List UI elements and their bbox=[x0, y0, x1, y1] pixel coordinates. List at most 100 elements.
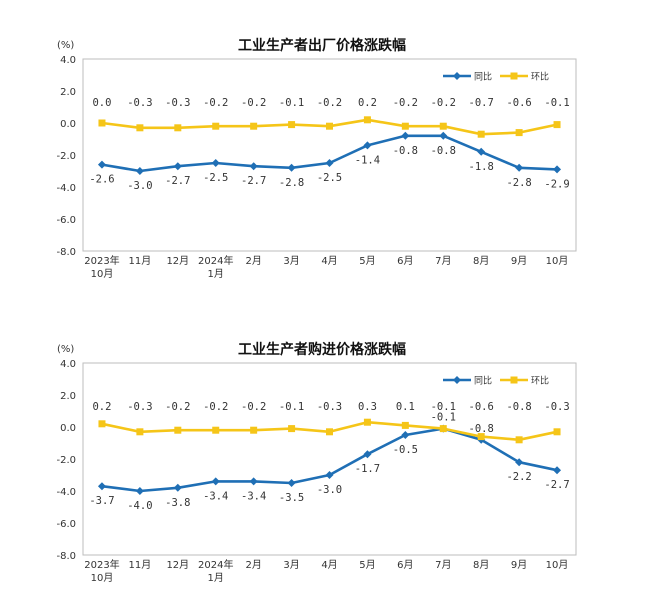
y-tick-label: -8.0 bbox=[56, 247, 76, 258]
data-point-yoy bbox=[287, 479, 296, 487]
data-label-mom: -0.1 bbox=[431, 401, 456, 413]
data-label-mom: 0.1 bbox=[396, 401, 415, 413]
data-point-mom bbox=[98, 420, 106, 428]
legend-label-yoy: 同比 bbox=[474, 375, 492, 387]
data-point-mom bbox=[363, 116, 371, 124]
data-label-yoy: -2.2 bbox=[506, 471, 531, 483]
y-tick-label: -8.0 bbox=[56, 551, 76, 562]
chart-body: 工业生产者购进价格涨跌幅 (%) 4.0 2.0 0.0 -2.0 -4.0 -6.0 -8.0… bbox=[56, 341, 577, 584]
data-label-yoy: -4.0 bbox=[127, 500, 152, 512]
data-label-mom: -0.8 bbox=[506, 401, 531, 413]
data-point-mom bbox=[136, 428, 144, 436]
data-point-yoy bbox=[211, 477, 220, 486]
x-tick-label: 11月 bbox=[129, 255, 152, 267]
data-point-mom bbox=[477, 130, 485, 138]
x-tick-label: 5月 bbox=[359, 255, 375, 267]
data-point-mom bbox=[174, 426, 182, 434]
chart-title: 工业生产者出厂价格涨跌幅 bbox=[238, 37, 406, 54]
x-tick-label: 2024年 1月 bbox=[198, 254, 233, 280]
data-label-mom: -0.1 bbox=[279, 97, 304, 109]
data-label-yoy: -2.8 bbox=[506, 177, 531, 189]
x-tick-label: 9月 bbox=[511, 559, 527, 571]
data-label-yoy: -3.5 bbox=[279, 492, 304, 504]
data-point-yoy bbox=[287, 163, 296, 172]
data-point-yoy bbox=[363, 450, 372, 459]
data-point-mom bbox=[174, 124, 182, 132]
data-point-yoy bbox=[249, 477, 258, 486]
data-label-mom: -0.2 bbox=[203, 97, 228, 109]
data-label-mom: -0.2 bbox=[241, 401, 266, 413]
data-point-mom bbox=[401, 421, 409, 429]
x-tick-label: 6月 bbox=[397, 559, 413, 571]
data-point-yoy bbox=[515, 163, 524, 172]
data-label-yoy: -1.7 bbox=[355, 463, 380, 475]
data-label-yoy: -0.8 bbox=[469, 423, 494, 435]
x-tick-label: 3月 bbox=[283, 255, 299, 267]
data-point-yoy bbox=[173, 483, 182, 492]
data-label-yoy: -0.1 bbox=[431, 412, 456, 424]
data-label-mom: -0.1 bbox=[544, 97, 569, 109]
x-tick-label: 3月 bbox=[283, 559, 299, 571]
data-point-yoy bbox=[173, 162, 182, 171]
data-label-mom: -0.1 bbox=[279, 401, 304, 413]
chart-title: 工业生产者购进价格涨跌幅 bbox=[238, 341, 406, 358]
data-label-mom: -0.3 bbox=[127, 97, 152, 109]
y-tick-label: -6.0 bbox=[56, 215, 76, 226]
data-point-mom bbox=[439, 425, 447, 433]
y-tick-label: 4.0 bbox=[60, 359, 76, 370]
data-label-mom: -0.3 bbox=[317, 401, 342, 413]
data-label-yoy: -2.5 bbox=[203, 172, 228, 184]
x-tick-label: 8月 bbox=[473, 559, 489, 571]
y-tick-label: 2.0 bbox=[60, 391, 76, 402]
data-label-mom: 0.2 bbox=[358, 97, 377, 109]
data-point-mom bbox=[401, 122, 409, 130]
data-point-yoy bbox=[135, 487, 144, 495]
data-label-yoy: -2.9 bbox=[544, 178, 569, 190]
legend-marker-yoy bbox=[453, 376, 461, 384]
data-label-mom: -0.3 bbox=[544, 401, 569, 413]
x-tick-label: 10月 bbox=[546, 255, 569, 267]
data-point-mom bbox=[212, 426, 220, 434]
data-point-mom bbox=[477, 433, 485, 441]
data-point-yoy bbox=[439, 131, 448, 140]
chart-ppi-purchase: 工业生产者购进价格涨跌幅 (%) 4.0 2.0 0.0 -2.0 -4.0 -6.0 -8.0… bbox=[56, 341, 577, 584]
data-point-mom bbox=[250, 426, 258, 434]
plot-area-border bbox=[82, 58, 577, 252]
y-tick-label: -4.0 bbox=[56, 487, 76, 498]
x-tick-label: 2023年 10月 bbox=[84, 558, 119, 584]
data-label-yoy: -2.7 bbox=[241, 175, 266, 187]
data-label-mom: -0.2 bbox=[203, 401, 228, 413]
x-tick-label: 2月 bbox=[245, 255, 261, 267]
data-label-mom: 0.2 bbox=[92, 401, 111, 413]
data-label-yoy: -2.6 bbox=[89, 174, 114, 186]
data-point-yoy bbox=[249, 162, 258, 171]
legend-label-yoy: 同比 bbox=[474, 71, 492, 83]
x-tick-label: 7月 bbox=[435, 255, 451, 267]
data-label-mom: -0.3 bbox=[127, 401, 152, 413]
data-point-yoy bbox=[363, 141, 372, 150]
data-point-yoy bbox=[325, 159, 334, 167]
data-point-yoy bbox=[325, 471, 334, 479]
data-label-yoy: -1.8 bbox=[469, 161, 494, 173]
data-point-mom bbox=[326, 122, 333, 130]
y-tick-label: 0.0 bbox=[60, 119, 76, 130]
data-label-yoy: -2.5 bbox=[317, 172, 342, 184]
data-label-yoy: -3.0 bbox=[127, 180, 152, 192]
x-tick-label: 4月 bbox=[321, 255, 337, 267]
x-tick-label: 2023年 10月 bbox=[84, 254, 119, 280]
legend-marker-yoy bbox=[453, 72, 461, 80]
data-point-yoy bbox=[97, 160, 106, 169]
data-label-yoy: -3.4 bbox=[203, 490, 228, 502]
y-tick-label: -4.0 bbox=[56, 183, 76, 194]
x-tick-label: 4月 bbox=[321, 559, 337, 571]
data-label-yoy: -2.7 bbox=[165, 175, 190, 187]
x-tick-label: 10月 bbox=[546, 559, 569, 571]
data-point-mom bbox=[288, 121, 296, 129]
data-point-yoy bbox=[401, 431, 410, 439]
data-label-mom: -0.6 bbox=[506, 97, 531, 109]
data-point-mom bbox=[553, 428, 561, 436]
x-tick-label: 9月 bbox=[511, 255, 527, 267]
data-label-yoy: -3.8 bbox=[165, 497, 190, 509]
data-point-yoy bbox=[401, 131, 410, 140]
